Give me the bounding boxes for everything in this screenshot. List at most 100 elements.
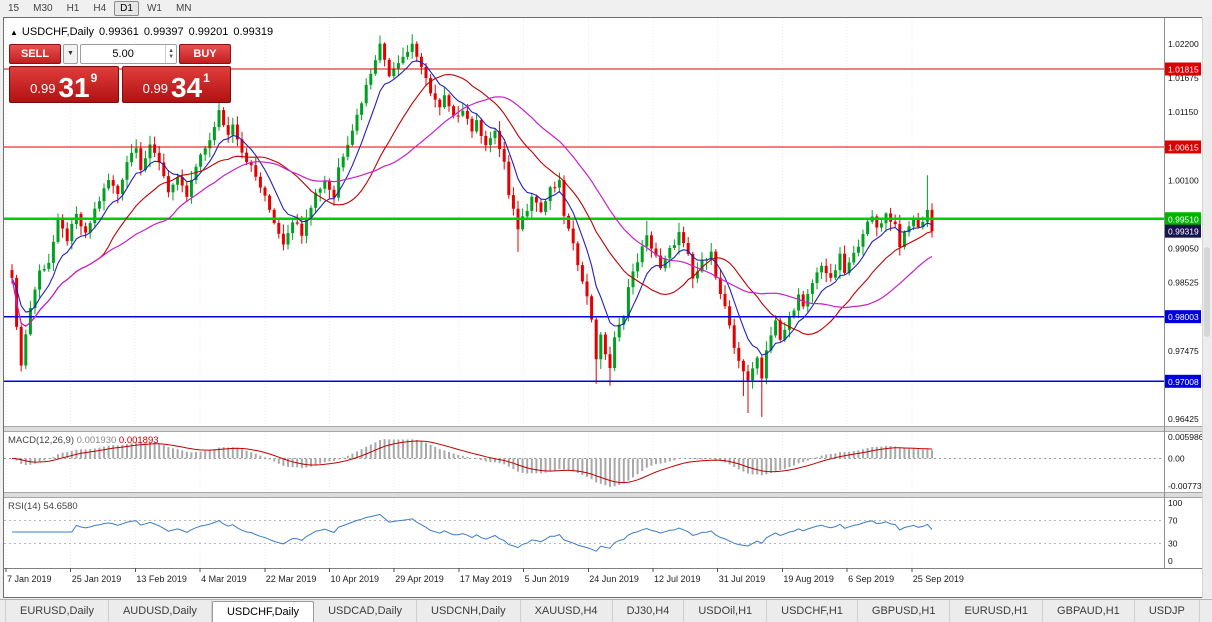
svg-text:19 Aug 2019: 19 Aug 2019 bbox=[783, 574, 834, 584]
chart-tab-XAUUSD-H4[interactable]: XAUUSD,H4 bbox=[521, 600, 613, 622]
indicator-headers: MACD(12,26,9) 0.001930 0.001893 RSI(14) 5… bbox=[8, 435, 159, 512]
rsi-panel bbox=[4, 513, 1164, 552]
chart-tab-USDCHF-Daily[interactable]: USDCHF,Daily bbox=[211, 601, 315, 622]
spinner-up-icon: ▲ bbox=[168, 48, 175, 54]
svg-text:29 Apr 2019: 29 Apr 2019 bbox=[395, 574, 444, 584]
svg-text:0.96425: 0.96425 bbox=[1168, 414, 1199, 424]
svg-text:0.00: 0.00 bbox=[1168, 453, 1185, 463]
svg-text:31 Jul 2019: 31 Jul 2019 bbox=[719, 574, 766, 584]
candles-layer bbox=[10, 34, 934, 417]
volume-input[interactable] bbox=[81, 45, 166, 63]
ohlc-close: 0.99319 bbox=[233, 26, 274, 38]
grid-lines bbox=[5, 18, 913, 568]
date-axis[interactable]: 7 Jan 2019 25 Jan 2019 13 Feb 2019 4 Mar 20… bbox=[5, 568, 964, 584]
timeframe-button-MN[interactable]: MN bbox=[175, 3, 192, 14]
macd-header: MACD(12,26,9) 0.001930 0.001893 bbox=[8, 435, 159, 446]
volume-dropdown-button[interactable]: ▼ bbox=[63, 44, 78, 64]
timeframe-button-W1[interactable]: W1 bbox=[146, 3, 162, 14]
timeframe-button-D1[interactable]: D1 bbox=[114, 1, 139, 16]
timeframe-button-H1[interactable]: H1 bbox=[66, 3, 80, 14]
svg-text:22 Mar 2019: 22 Mar 2019 bbox=[266, 574, 317, 584]
sell-price-base: 0.99 bbox=[30, 81, 56, 96]
chart-canvas[interactable]: 1.02200 1.01675 1.01150 1.00100 0.99050 0.985… bbox=[4, 18, 1202, 597]
chart-tab-GBPAUD-H1[interactable]: GBPAUD,H1 bbox=[1043, 600, 1135, 622]
moving-averages bbox=[11, 60, 933, 356]
one-click-toggle-icon[interactable]: ▲ bbox=[10, 28, 18, 37]
chart-tab-EURUSD-H1[interactable]: EURUSD,H1 bbox=[950, 600, 1044, 622]
svg-text:0.99319: 0.99319 bbox=[1168, 227, 1199, 237]
svg-text:7 Jan 2019: 7 Jan 2019 bbox=[7, 574, 52, 584]
svg-text:30: 30 bbox=[1168, 539, 1178, 549]
chart-tab-EURUSD-Daily[interactable]: EURUSD,Daily bbox=[5, 600, 109, 622]
chart-tab-USDOil-H1[interactable]: USDOil,H1 bbox=[684, 600, 768, 622]
chart-tab-USDCAD-Daily[interactable]: USDCAD,Daily bbox=[314, 600, 418, 622]
chart-tab-USDJP[interactable]: USDJP bbox=[1135, 600, 1200, 622]
svg-text:17 May 2019: 17 May 2019 bbox=[460, 574, 512, 584]
macd-panel bbox=[4, 439, 1164, 487]
timeframe-toolbar: 15 M30 H1 H4 D1 W1 MN bbox=[0, 0, 1212, 17]
chart-tab-GBPUSD-H1[interactable]: GBPUSD,H1 bbox=[858, 600, 951, 622]
spinner-down-icon: ▼ bbox=[168, 54, 175, 60]
svg-text:4 Mar 2019: 4 Mar 2019 bbox=[201, 574, 247, 584]
svg-text:0.005986: 0.005986 bbox=[1168, 432, 1202, 442]
svg-text:6 Sep 2019: 6 Sep 2019 bbox=[848, 574, 894, 584]
timeframe-button-15[interactable]: 15 bbox=[8, 3, 20, 14]
buy-price-big: 34 bbox=[170, 72, 203, 103]
svg-text:13 Feb 2019: 13 Feb 2019 bbox=[136, 574, 187, 584]
scrollbar-thumb[interactable] bbox=[1204, 247, 1210, 337]
chart-tab-USDCHF-H1[interactable]: USDCHF,H1 bbox=[767, 600, 858, 622]
one-click-trading-panel: SELL ▼ ▲▼ BUY 0.99 31 9 0.99 34 1 bbox=[9, 44, 231, 103]
svg-text:0: 0 bbox=[1168, 556, 1173, 566]
chart-tab-USDCNH-Daily[interactable]: USDCNH,Daily bbox=[417, 600, 521, 622]
sell-price-box[interactable]: 0.99 31 9 bbox=[9, 66, 119, 103]
svg-text:1.01675: 1.01675 bbox=[1168, 73, 1199, 83]
volume-field-wrap: ▲▼ bbox=[80, 44, 177, 64]
vertical-scrollbar[interactable] bbox=[1202, 17, 1212, 598]
chart-tab-DJ30-H4[interactable]: DJ30,H4 bbox=[613, 600, 685, 622]
buy-price-pip: 1 bbox=[203, 71, 210, 85]
svg-text:0.98003: 0.98003 bbox=[1168, 312, 1199, 322]
svg-text:1.00100: 1.00100 bbox=[1168, 175, 1199, 185]
sell-price-pip: 9 bbox=[90, 71, 98, 85]
svg-text:24 Jun 2019: 24 Jun 2019 bbox=[589, 574, 639, 584]
svg-text:0.98525: 0.98525 bbox=[1168, 278, 1199, 288]
svg-text:1.01150: 1.01150 bbox=[1168, 107, 1198, 117]
svg-text:0.97475: 0.97475 bbox=[1168, 346, 1199, 356]
svg-text:1.01815: 1.01815 bbox=[1168, 65, 1199, 75]
svg-text:25 Jan 2019: 25 Jan 2019 bbox=[72, 574, 122, 584]
buy-button[interactable]: BUY bbox=[179, 44, 231, 64]
svg-text:0.99050: 0.99050 bbox=[1168, 244, 1199, 254]
svg-text:10 Apr 2019: 10 Apr 2019 bbox=[331, 574, 380, 584]
svg-text:-0.007732: -0.007732 bbox=[1168, 481, 1202, 491]
svg-text:1.02200: 1.02200 bbox=[1168, 39, 1199, 49]
sell-button[interactable]: SELL bbox=[9, 44, 61, 64]
timeframe-button-H4[interactable]: H4 bbox=[93, 3, 107, 14]
chart-tab-AUDUSD-Daily[interactable]: AUDUSD,Daily bbox=[109, 600, 212, 622]
chevron-down-icon: ▼ bbox=[67, 50, 74, 57]
svg-text:12 Jul 2019: 12 Jul 2019 bbox=[654, 574, 701, 584]
svg-text:0.99510: 0.99510 bbox=[1168, 214, 1199, 224]
sell-price-big: 31 bbox=[58, 72, 90, 103]
rsi-header: RSI(14) 54.6580 bbox=[8, 501, 78, 512]
price-axis[interactable]: 1.02200 1.01675 1.01150 1.00100 0.99050 0.985… bbox=[1164, 18, 1203, 568]
volume-spinner[interactable]: ▲ ▼ bbox=[165, 45, 176, 63]
buy-price-base: 0.99 bbox=[142, 81, 168, 96]
svg-text:25 Sep 2019: 25 Sep 2019 bbox=[913, 574, 964, 584]
ohlc-open: 0.99361 bbox=[99, 26, 139, 38]
svg-text:70: 70 bbox=[1168, 515, 1178, 525]
svg-text:100: 100 bbox=[1168, 498, 1182, 508]
level-lines[interactable] bbox=[4, 68, 1164, 383]
svg-text:0.97008: 0.97008 bbox=[1168, 377, 1199, 387]
timeframe-button-M30[interactable]: M30 bbox=[33, 3, 53, 14]
chart-window[interactable]: 1.02200 1.01675 1.01150 1.00100 0.99050 0.985… bbox=[3, 17, 1203, 598]
panel-dividers[interactable] bbox=[4, 426, 1202, 569]
chart-tab-bar: EURUSD,Daily AUDUSD,Daily USDCHF,Daily USDC… bbox=[0, 599, 1212, 622]
ohlc-high: 0.99397 bbox=[143, 26, 184, 38]
buy-price-box[interactable]: 0.99 34 1 bbox=[121, 66, 231, 103]
svg-text:5 Jun 2019: 5 Jun 2019 bbox=[525, 574, 570, 584]
chart-title-bar: ▲ USDCHF,Daily 0.99361 0.99397 0.99201 0.9931… bbox=[10, 26, 278, 38]
chart-symbol-label: USDCHF,Daily bbox=[21, 26, 95, 38]
svg-text:1.00615: 1.00615 bbox=[1168, 142, 1199, 152]
ohlc-low: 0.99201 bbox=[188, 26, 229, 38]
